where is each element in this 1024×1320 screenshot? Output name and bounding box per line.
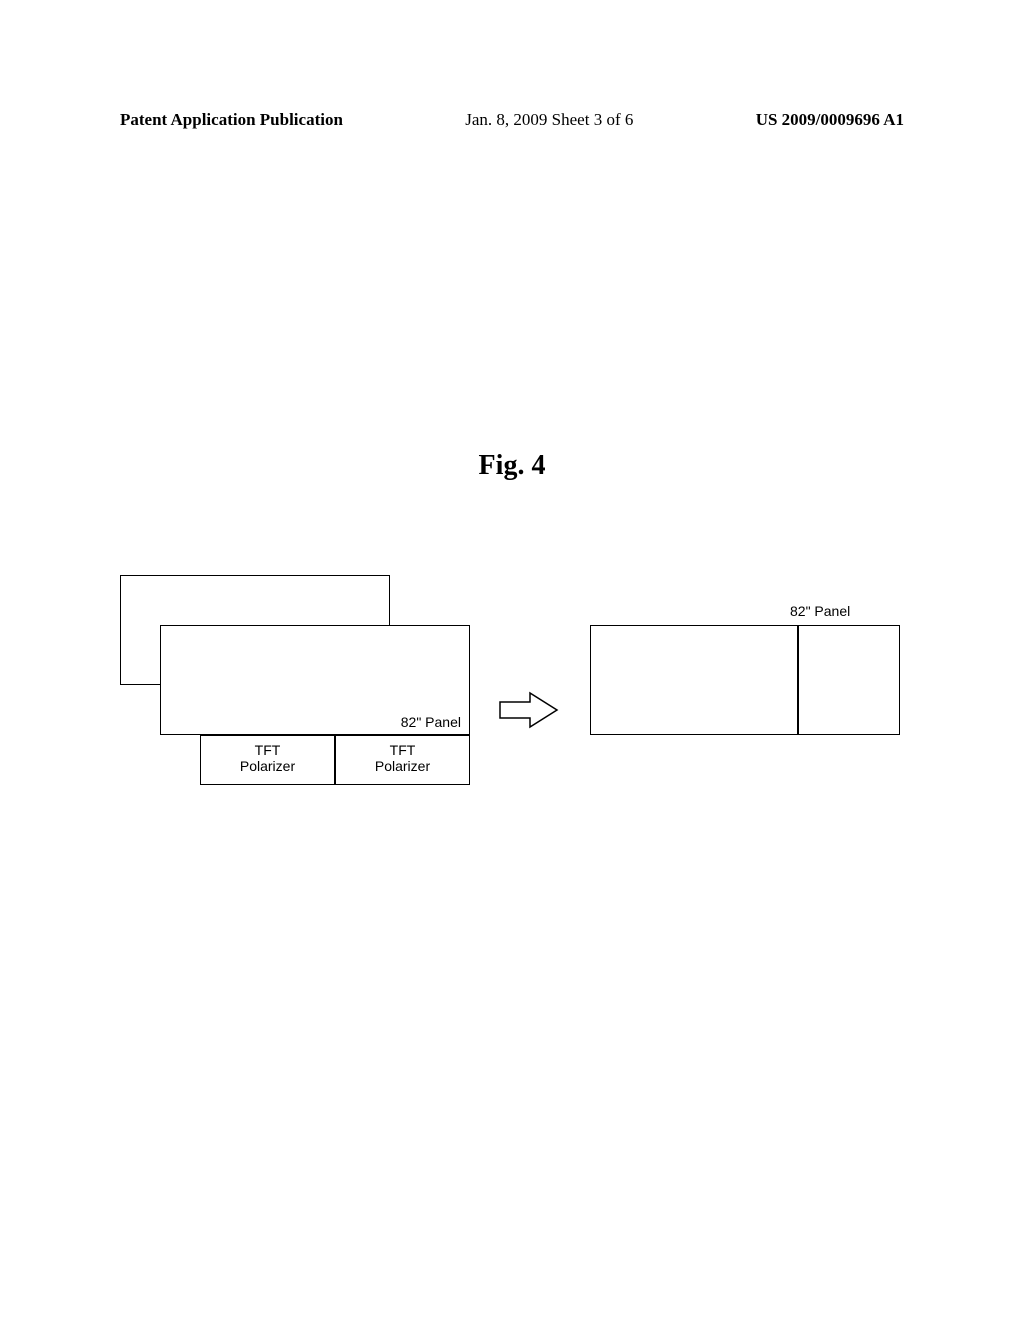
- page-header: Patent Application Publication Jan. 8, 2…: [0, 110, 1024, 130]
- header-left-text: Patent Application Publication: [120, 110, 343, 130]
- box-tft-left: TFT Polarizer: [200, 735, 335, 785]
- box-tft-right: TFT Polarizer: [335, 735, 470, 785]
- figure-title: Fig. 4: [479, 450, 546, 482]
- label-tft-left: TFT Polarizer: [240, 742, 295, 778]
- header-center-text: Jan. 8, 2009 Sheet 3 of 6: [465, 110, 633, 130]
- arrow-icon: [495, 690, 565, 730]
- label-tft-right: TFT Polarizer: [375, 742, 430, 778]
- box-result-panel: [590, 625, 900, 735]
- label-result-panel: 82" Panel: [790, 603, 850, 619]
- header-right-text: US 2009/0009696 A1: [756, 110, 904, 130]
- box-panel-82: 82" Panel: [160, 625, 470, 735]
- result-divider-line: [797, 625, 799, 735]
- label-panel-82: 82" Panel: [401, 714, 469, 734]
- diagram-container: C/F Polarizer 82" Panel TFT Polarizer TF…: [120, 575, 900, 825]
